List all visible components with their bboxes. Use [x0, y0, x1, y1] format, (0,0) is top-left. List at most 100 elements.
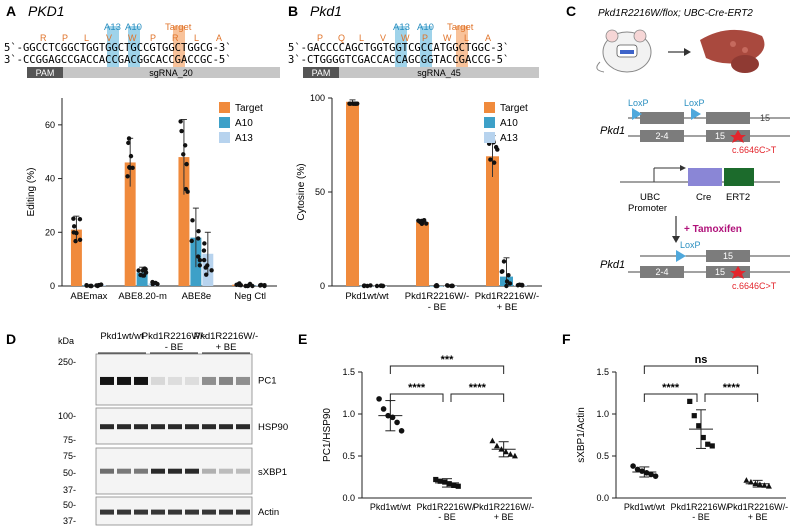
data-point: [150, 281, 156, 286]
legend-label: Target: [500, 103, 528, 114]
data-point: [182, 143, 188, 148]
pam-box-a: [27, 67, 63, 78]
b-a10-highlight: [420, 26, 432, 68]
promoter-arrow-head: [680, 165, 686, 171]
a10-highlight: [128, 26, 140, 68]
data-point: [488, 157, 493, 162]
amino-acid-letter: R: [40, 33, 47, 43]
data-point: [519, 282, 525, 288]
data-point: [691, 413, 697, 419]
data-point: [756, 481, 763, 487]
legend-swatch: [484, 132, 495, 143]
x-tick-label: + BE: [497, 302, 518, 313]
y-axis-label: PC1/HSP90: [322, 408, 333, 462]
blot-band: [236, 424, 250, 430]
data-point: [130, 165, 135, 171]
significance-bracket: [643, 365, 759, 374]
blot-band: [134, 424, 148, 430]
y-tick-label: 1.5: [342, 367, 355, 377]
data-bar: [486, 156, 499, 286]
amino-acid-letter: A: [216, 33, 222, 43]
data-point: [348, 101, 353, 106]
b-a13-highlight: [395, 26, 407, 68]
x-tick-label: Pkd1R2216W/-: [416, 502, 477, 512]
cre-box: [688, 168, 722, 186]
y-tick-label: 0: [50, 281, 55, 291]
data-point: [183, 186, 189, 192]
target-label: Target: [165, 22, 192, 33]
blot-panels: PC1 250- HSP90 100- 75- sXBP1 75- 50- 37- Actin 50…: [58, 353, 288, 526]
y-tick-label: 1.0: [342, 409, 355, 419]
blot-band: [134, 376, 148, 385]
blot-band: [236, 376, 250, 385]
data-point: [178, 119, 183, 124]
blot-band: [202, 376, 216, 385]
blot-band: [100, 424, 114, 430]
x-tick-label: - BE: [428, 302, 446, 313]
data-point: [136, 268, 141, 273]
target-highlight: [173, 26, 185, 68]
amino-acid-letter: R: [172, 33, 179, 43]
x-tick-label: - BE: [438, 512, 456, 522]
blot-band: [168, 424, 182, 430]
seq-bottom-a: 3`-CCGGAGCCGACCACCGACGGCACCGACCGC-5`: [4, 54, 232, 66]
y-tick-label: 60: [45, 120, 55, 130]
blot-band: [168, 468, 182, 474]
x-tick-label: Pkd1wt/wt: [345, 291, 389, 302]
amino-acid-letter: W: [443, 33, 452, 43]
data-point: [189, 238, 194, 244]
blot-band: [236, 509, 250, 515]
significance-label: ***: [441, 354, 455, 366]
data-point: [643, 470, 650, 476]
data-point: [445, 283, 451, 288]
data-point: [507, 451, 514, 457]
blot-group-sublabel: - BE: [165, 342, 183, 353]
exon-box-top-2: [706, 112, 750, 124]
amino-acid-letter: P: [422, 33, 428, 43]
blot-band: [151, 376, 165, 385]
blot-band: [236, 468, 250, 474]
data-point: [77, 237, 83, 242]
tamoxifen-arrow-head: [672, 236, 680, 243]
blot-group-label: Pkd1R2216W/-: [142, 331, 206, 342]
significance-label: ns: [695, 354, 708, 366]
data-point: [258, 282, 264, 288]
panel-a-gene: PKD1: [28, 3, 65, 19]
data-point: [394, 419, 400, 426]
kda-marker: 75-: [63, 451, 76, 461]
x-tick-label: ABE8e: [182, 291, 212, 302]
blot-band: [151, 424, 165, 430]
y-tick-label: 1.5: [596, 367, 609, 377]
panel-f-letter: F: [562, 331, 571, 347]
data-point: [179, 128, 184, 134]
amino-acid-letter: V: [380, 33, 386, 43]
data-point: [247, 281, 253, 287]
chart-e: 0.0 0.5 1.0 1.5 PC1/HSP90 Pkd1wt/wt Pkd1R2216W…: [322, 354, 534, 522]
data-point: [94, 283, 99, 288]
exon-24-box: [640, 130, 684, 142]
y-tick-label: 50: [315, 187, 325, 197]
significance-bracket: [450, 393, 505, 402]
data-point: [765, 483, 772, 489]
chart-a: 0 20 40 60 Editing (%) ABEmax ABE8.20-m ABE8e Ne…: [26, 98, 277, 302]
data-point: [209, 268, 214, 273]
b-a10-label: A10: [417, 22, 434, 33]
data-point: [389, 414, 396, 421]
data-point: [138, 272, 143, 278]
panel-e-letter: E: [298, 331, 307, 347]
blot-band: [117, 424, 131, 430]
ubc-label: UBC: [640, 192, 660, 203]
blot-band: [219, 376, 233, 385]
kda-marker: 50-: [63, 468, 76, 478]
kda-label: kDa: [58, 336, 74, 346]
data-point: [501, 259, 507, 264]
data-point: [201, 257, 207, 263]
data-point: [652, 473, 659, 479]
kda-marker: 75-: [63, 435, 76, 445]
y-tick-label: 0.0: [596, 493, 609, 503]
loxp-triangle-3: [676, 250, 686, 262]
mutation-star-2: [730, 266, 746, 279]
exon-24-label-2: 2-4: [655, 267, 668, 277]
